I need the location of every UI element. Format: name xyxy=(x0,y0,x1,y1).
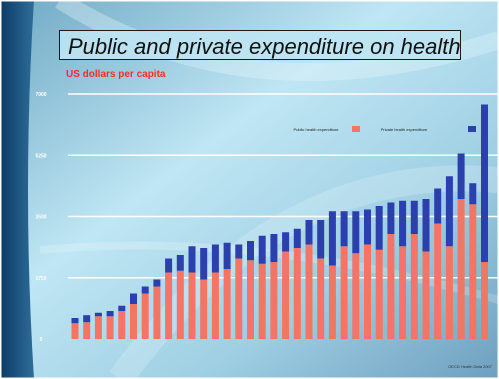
bar-private xyxy=(176,255,184,271)
legend-swatch xyxy=(352,126,360,132)
y-tick-label: 0 xyxy=(40,337,43,343)
bar-private xyxy=(410,200,418,234)
bar-public xyxy=(282,251,290,339)
bar-public xyxy=(340,246,348,339)
bar-private xyxy=(200,248,208,280)
bar-private xyxy=(106,311,114,317)
bar-private xyxy=(457,153,465,199)
bar-private xyxy=(445,176,453,247)
bar-public xyxy=(141,293,149,339)
bar-public xyxy=(270,262,278,339)
bar-private xyxy=(141,286,149,294)
bar-public xyxy=(399,246,407,339)
bar-public xyxy=(258,263,266,339)
bar-public xyxy=(188,272,196,339)
bar-public xyxy=(387,234,395,339)
y-axis-tick-labels: 0 1750 3500 5250 7000 xyxy=(35,92,46,343)
bar-public xyxy=(83,322,91,339)
bar-public xyxy=(235,258,243,339)
bar-private xyxy=(305,220,313,245)
bar-private xyxy=(258,235,266,264)
bar-public xyxy=(457,199,465,339)
bar-private xyxy=(83,315,91,323)
chart-title-box: Public and private expenditure on health xyxy=(59,30,461,60)
bar-private xyxy=(399,200,407,247)
bar-public xyxy=(223,269,231,339)
bar-private xyxy=(293,228,301,248)
bar-private xyxy=(340,211,348,247)
bar-private xyxy=(328,211,336,266)
legend-label: Public health expenditure xyxy=(294,127,340,132)
bar-private xyxy=(235,244,243,259)
legend-swatch xyxy=(468,126,476,132)
chart-subtitle: US dollars per capita xyxy=(66,69,166,80)
bar-private xyxy=(352,211,360,254)
bar-private xyxy=(118,305,126,311)
bar-public xyxy=(445,246,453,339)
bar-public xyxy=(118,311,126,339)
bar-private xyxy=(317,220,325,259)
bar-private xyxy=(387,202,395,234)
bar-public xyxy=(364,244,371,339)
bar-public xyxy=(469,204,477,339)
source-note: OECD Health Data 2007 xyxy=(448,364,493,369)
bar-public xyxy=(71,323,79,339)
bar-private xyxy=(364,209,371,245)
bar-public xyxy=(106,316,114,339)
bar-public xyxy=(328,265,336,339)
bar-public xyxy=(130,304,137,339)
bar-public xyxy=(247,260,254,339)
bar-private xyxy=(481,104,488,262)
bar-private xyxy=(211,244,219,273)
bar-private xyxy=(282,232,290,252)
bar-public xyxy=(305,244,313,339)
bar-public xyxy=(481,262,488,339)
bar-public xyxy=(176,270,184,339)
chart-title: Public and private expenditure on health xyxy=(68,34,461,59)
legend-label: Private health expenditure xyxy=(381,127,428,132)
bar-private xyxy=(247,241,254,261)
y-tick-label: 5250 xyxy=(35,153,46,159)
bar-private xyxy=(94,312,102,317)
bar-public xyxy=(317,258,325,339)
y-tick-label: 7000 xyxy=(35,92,46,98)
bar-public xyxy=(153,286,161,339)
bar-private xyxy=(270,234,278,262)
legend: Public health expenditure Private health … xyxy=(294,126,476,132)
bar-public xyxy=(422,251,430,339)
bar-private xyxy=(71,318,79,324)
bar-private xyxy=(165,258,173,273)
bar-private xyxy=(375,206,383,250)
bar-public xyxy=(94,316,102,339)
bar-public xyxy=(352,253,360,339)
bar-public xyxy=(211,272,219,339)
bar-public xyxy=(410,234,418,339)
bar-private xyxy=(223,242,231,269)
y-tick-label: 3500 xyxy=(35,215,46,221)
bar-public xyxy=(165,272,173,339)
bar-private xyxy=(188,246,196,273)
bar-private xyxy=(130,293,137,304)
y-tick-label: 1750 xyxy=(35,276,46,282)
bar-public xyxy=(200,279,208,339)
bar-public xyxy=(434,223,442,339)
bar-private xyxy=(422,199,430,252)
bar-public xyxy=(293,248,301,339)
bar-private xyxy=(434,188,442,224)
bar-private xyxy=(153,279,161,287)
bar-series xyxy=(71,104,488,339)
bar-public xyxy=(375,249,383,339)
bar-private xyxy=(469,183,477,205)
